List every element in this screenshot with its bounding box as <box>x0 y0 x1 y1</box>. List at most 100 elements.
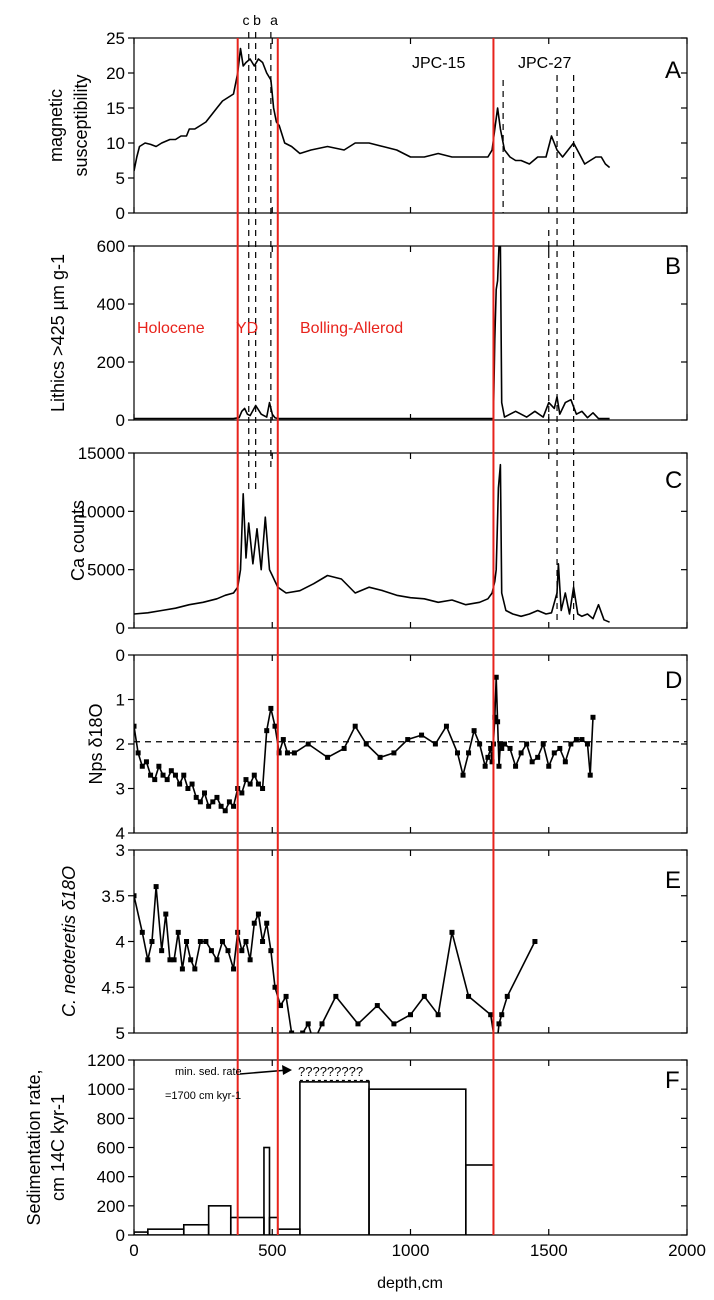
y-tick-label: 20 <box>106 64 125 83</box>
y-tick-label: 200 <box>97 353 125 372</box>
data-group-c <box>134 463 610 623</box>
data-point <box>489 759 495 765</box>
data-point <box>590 714 596 720</box>
data-point <box>188 957 194 963</box>
sed-rate-bar <box>263 1146 271 1235</box>
x-axis-label: depth,cm <box>377 1275 443 1292</box>
y-tick-label: 0 <box>116 619 125 638</box>
data-point <box>374 1003 380 1009</box>
data-point <box>289 1030 295 1033</box>
data-point <box>540 741 546 747</box>
data-point <box>391 1021 397 1027</box>
data-point <box>529 759 535 765</box>
event-label-a: a <box>270 12 278 28</box>
data-point <box>208 948 214 954</box>
data-point <box>239 948 245 954</box>
data-point <box>405 737 411 743</box>
data-point <box>532 939 538 944</box>
data-point <box>192 966 198 972</box>
data-point <box>231 803 237 809</box>
data-point <box>284 750 290 756</box>
data-point <box>222 808 228 814</box>
data-point <box>352 723 358 729</box>
data-point <box>518 750 524 756</box>
data-point <box>251 920 257 926</box>
data-point <box>202 790 208 796</box>
sed-rate-bar <box>368 1088 467 1235</box>
data-point <box>496 763 502 769</box>
data-point <box>214 794 220 800</box>
data-point <box>291 750 297 756</box>
period-label-holocene: Holocene <box>137 320 205 337</box>
data-point <box>305 741 311 747</box>
x-tick-label: 1000 <box>392 1241 430 1260</box>
data-point <box>513 763 519 769</box>
panel-letter-b: B <box>665 253 681 280</box>
data-point <box>496 1021 502 1027</box>
data-point <box>175 929 181 935</box>
data-point <box>499 1012 505 1018</box>
data-point <box>159 948 165 954</box>
x-tick-label: 1500 <box>530 1241 568 1260</box>
y-axis-label-a: magnetic <box>46 89 66 162</box>
x-tick-label: 2000 <box>668 1241 706 1260</box>
core-label-jpc27: JPC-27 <box>518 55 571 72</box>
y-tick-label: 0 <box>116 1226 125 1245</box>
data-point <box>300 1030 306 1033</box>
y-axis-label-f: Sedimentation rate, <box>24 1069 44 1225</box>
y-tick-label: 4.5 <box>101 978 125 997</box>
x-tick-label: 500 <box>258 1241 286 1260</box>
data-point <box>502 741 508 747</box>
y-tick-label: 15000 <box>78 444 125 463</box>
data-point <box>524 741 530 747</box>
data-point <box>145 957 151 963</box>
period-label-yd: YD <box>236 320 258 337</box>
data-point <box>134 893 137 899</box>
data-point <box>260 939 266 944</box>
y-tick-label: 600 <box>97 1139 125 1158</box>
data-point <box>139 929 145 935</box>
data-point <box>231 966 237 972</box>
y-tick-label: 1 <box>116 691 125 710</box>
data-point <box>172 772 178 778</box>
period-label-bolling-allerod: Bolling-Allerod <box>300 320 403 337</box>
data-point <box>471 728 477 734</box>
data-point <box>168 768 174 774</box>
y-tick-label: 0 <box>116 204 125 223</box>
data-point <box>341 745 347 751</box>
data-point <box>197 939 203 944</box>
annotation-1700: =1700 cm kyr-1 <box>165 1090 241 1102</box>
data-point <box>152 777 158 783</box>
data-point <box>305 1021 311 1027</box>
data-point <box>214 957 220 963</box>
y-tick-label: 5000 <box>87 561 125 580</box>
data-point <box>247 781 253 787</box>
data-point <box>153 884 159 890</box>
data-point <box>355 1021 361 1027</box>
data-point <box>408 1012 413 1018</box>
panel-letter-d: D <box>665 667 682 694</box>
data-group-f <box>134 1079 495 1235</box>
data-point <box>148 772 154 778</box>
panel-letter-c: C <box>665 467 682 494</box>
core-label-jpc15: JPC-15 <box>412 55 465 72</box>
data-point <box>587 772 593 778</box>
data-group-a <box>134 47 611 172</box>
y-tick-label: 0 <box>116 411 125 430</box>
data-point <box>239 790 245 796</box>
y-axis-label-a: susceptibility <box>71 74 91 176</box>
data-point <box>210 799 216 805</box>
data-point <box>225 948 231 954</box>
y-tick-label: 2 <box>116 735 125 754</box>
data-point <box>143 759 149 765</box>
data-point <box>206 803 212 809</box>
data-point <box>184 939 190 944</box>
data-point <box>272 984 278 990</box>
data-point <box>419 732 425 738</box>
data-point <box>167 957 173 963</box>
y-axis-label-b: Lithics >425 µm g-1 <box>48 254 68 412</box>
x-tick-label: 0 <box>129 1241 138 1260</box>
data-point <box>203 939 209 944</box>
y-tick-label: 4 <box>116 824 125 843</box>
